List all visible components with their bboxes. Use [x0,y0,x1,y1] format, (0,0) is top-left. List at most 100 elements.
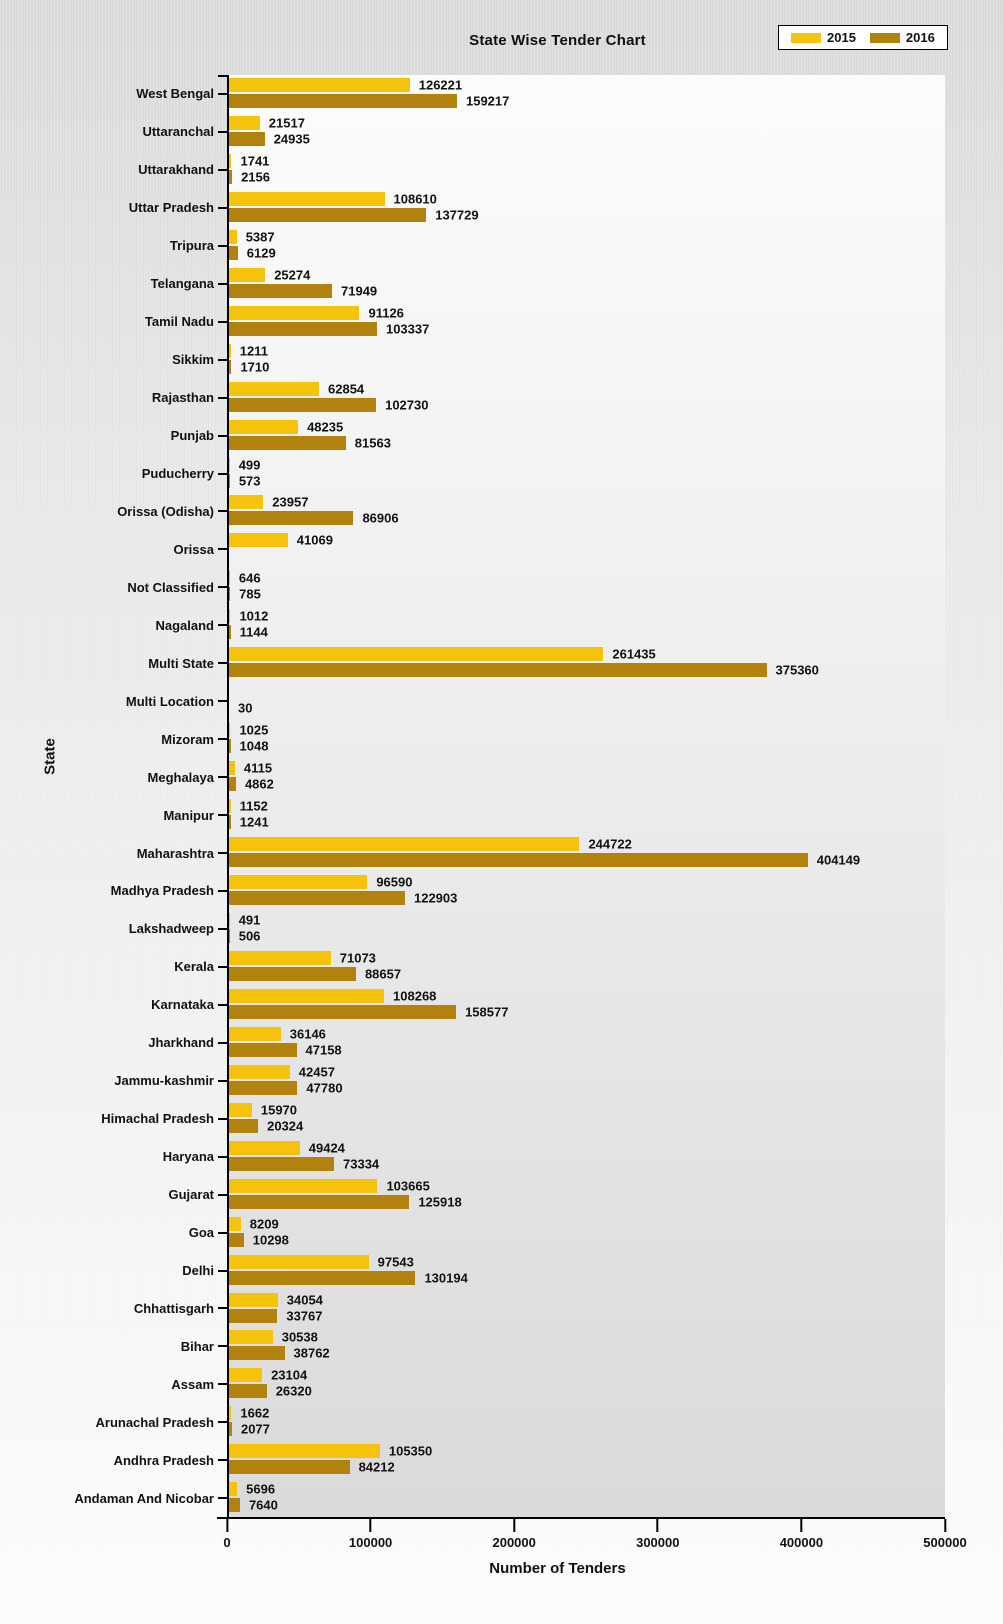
bar-value-2015: 71073 [339,950,376,966]
bar-row: 1211 1710 [229,341,945,379]
bar-row: 491 506 [229,910,945,948]
legend-item-2016: 2016 [869,30,935,45]
x-axis-ticks: 0 100000 200000 300000 400000 500000 [223,1519,967,1559]
bar-value-2015: 1741 [240,153,270,169]
bar-2015: 5696 [229,1482,275,1497]
bar-row: 23104 26320 [229,1365,945,1403]
bar-value-2016: 24935 [273,131,310,147]
bar-value-2015: 34054 [286,1292,323,1307]
y-axis-label-row: Delhi [0,1252,227,1290]
bar-row: 96590 122903 [229,872,945,910]
bar-2016: 7640 [229,1498,278,1513]
bar-value-2015: 5387 [245,229,275,245]
category-label: Himachal Pradesh [101,1111,214,1127]
bar-value-2016: 159217 [465,93,510,109]
bar-2016: 1710 [229,359,269,374]
bar-value-2015: 1025 [239,722,269,738]
x-axis-tick-label: 100000 [348,1535,393,1550]
bar-value-2015: 1211 [239,343,268,359]
y-axis-label-row: Goa [0,1214,227,1252]
bar-2015: 91126 [229,305,404,320]
category-label: Jammu-kashmir [114,1073,214,1089]
bar-row: 25274 71949 [229,265,945,303]
x-axis-tick-mark [800,1519,803,1532]
x-axis-tick: 200000 [492,1519,536,1550]
y-axis-label-row: Assam [0,1365,227,1403]
bar-2015: 646 [229,571,261,586]
bar-row: 103665 125918 [229,1176,945,1214]
bar-2015: 261435 [229,647,656,662]
bar-row: 91126 103337 [229,303,945,341]
category-label: Karnataka [151,997,214,1013]
category-label: Assam [171,1376,214,1392]
category-label: Tamil Nadu [144,314,214,330]
bar-2015: 5387 [229,229,275,244]
bar-value-2015: 108268 [393,988,437,1004]
bar-value-2015: 5696 [246,1481,276,1497]
y-axis-tick [218,1155,227,1158]
legend-swatch-2016 [869,32,900,43]
bar-value-2015: 23957 [272,494,309,510]
x-axis-tick: 400000 [780,1519,823,1550]
bar-value-2015: 25274 [274,267,311,283]
bar-value-2016: 88657 [364,966,402,982]
bar-row: 108610 137729 [229,189,945,227]
bar-value-2016: 86906 [362,510,399,526]
bar-value-2015: 1012 [239,608,269,624]
y-axis-label-row: Not Classified [0,568,227,606]
bar-2015: 4115 [229,761,272,776]
category-label: Uttarakhand [138,162,214,178]
y-axis-tick [218,1041,227,1044]
category-label: Punjab [170,428,214,444]
bar-value-2015: 499 [238,457,261,473]
bar-row: 30538 38762 [229,1327,945,1365]
bar-2015: 15970 [229,1102,297,1117]
bar-value-2015: 15970 [260,1102,298,1118]
bar-row: 261435 375360 [229,644,945,682]
bar-2016: 33767 [229,1308,323,1323]
bar-2015: 1741 [229,153,269,168]
bar-2015: 34054 [229,1292,323,1307]
category-label: Manipur [163,807,214,823]
bar-row: 5696 7640 [229,1479,945,1517]
y-axis-label-row: Andhra Pradesh [0,1441,227,1479]
y-axis-tick [218,1117,227,1120]
bar-value-2016: 1144 [239,624,268,640]
bar-2015: 71073 [229,950,376,965]
y-axis-label-row: Kerala [0,948,227,986]
y-axis-tick [218,814,227,817]
y-axis-label-row: Andaman And Nicobar [0,1479,227,1517]
y-axis-tick [218,586,227,589]
bar-2016: 506 [229,928,260,943]
bar-row: 126221 159217 [229,75,945,113]
bar-2016: 404149 [229,853,860,868]
bar-row: 1012 1144 [229,606,945,644]
bar-value-2015: 41069 [296,532,333,548]
bar-value-2015: 103665 [386,1178,430,1194]
y-axis-label-row: Himachal Pradesh [0,1100,227,1138]
y-axis-label-row: Bihar [0,1327,227,1365]
bar-row: 34054 33767 [229,1290,945,1328]
bar-2015: 1012 [229,609,268,624]
y-axis-label-row: Nagaland [0,606,227,644]
y-axis-label-row: Meghalaya [0,758,227,796]
bar-2016: 47780 [229,1080,343,1095]
bar-2016: 24935 [229,131,310,146]
y-axis-label-row: Sikkim [0,341,227,379]
bar-value-2016: 20324 [267,1118,304,1134]
bar-2016: 73334 [229,1156,379,1171]
y-axis-label-row: Multi State [0,644,227,682]
category-label: Puducherry [141,466,214,481]
y-axis-label-row: Uttarakhand [0,151,227,189]
y-axis-label-row: Chhattisgarh [0,1290,227,1328]
bar-value-2015: 30538 [281,1329,318,1345]
bar-row: 62854 102730 [229,379,945,417]
bar-row: 1152 1241 [229,796,945,834]
bar-row: 499 573 [229,455,945,493]
y-axis-tick [218,282,227,285]
category-label: Lakshadweep [128,921,214,937]
y-axis-tick [218,168,227,171]
category-label: Nagaland [155,617,214,633]
x-axis-tick-mark [369,1519,372,1532]
bar-2016: 102730 [229,397,428,412]
